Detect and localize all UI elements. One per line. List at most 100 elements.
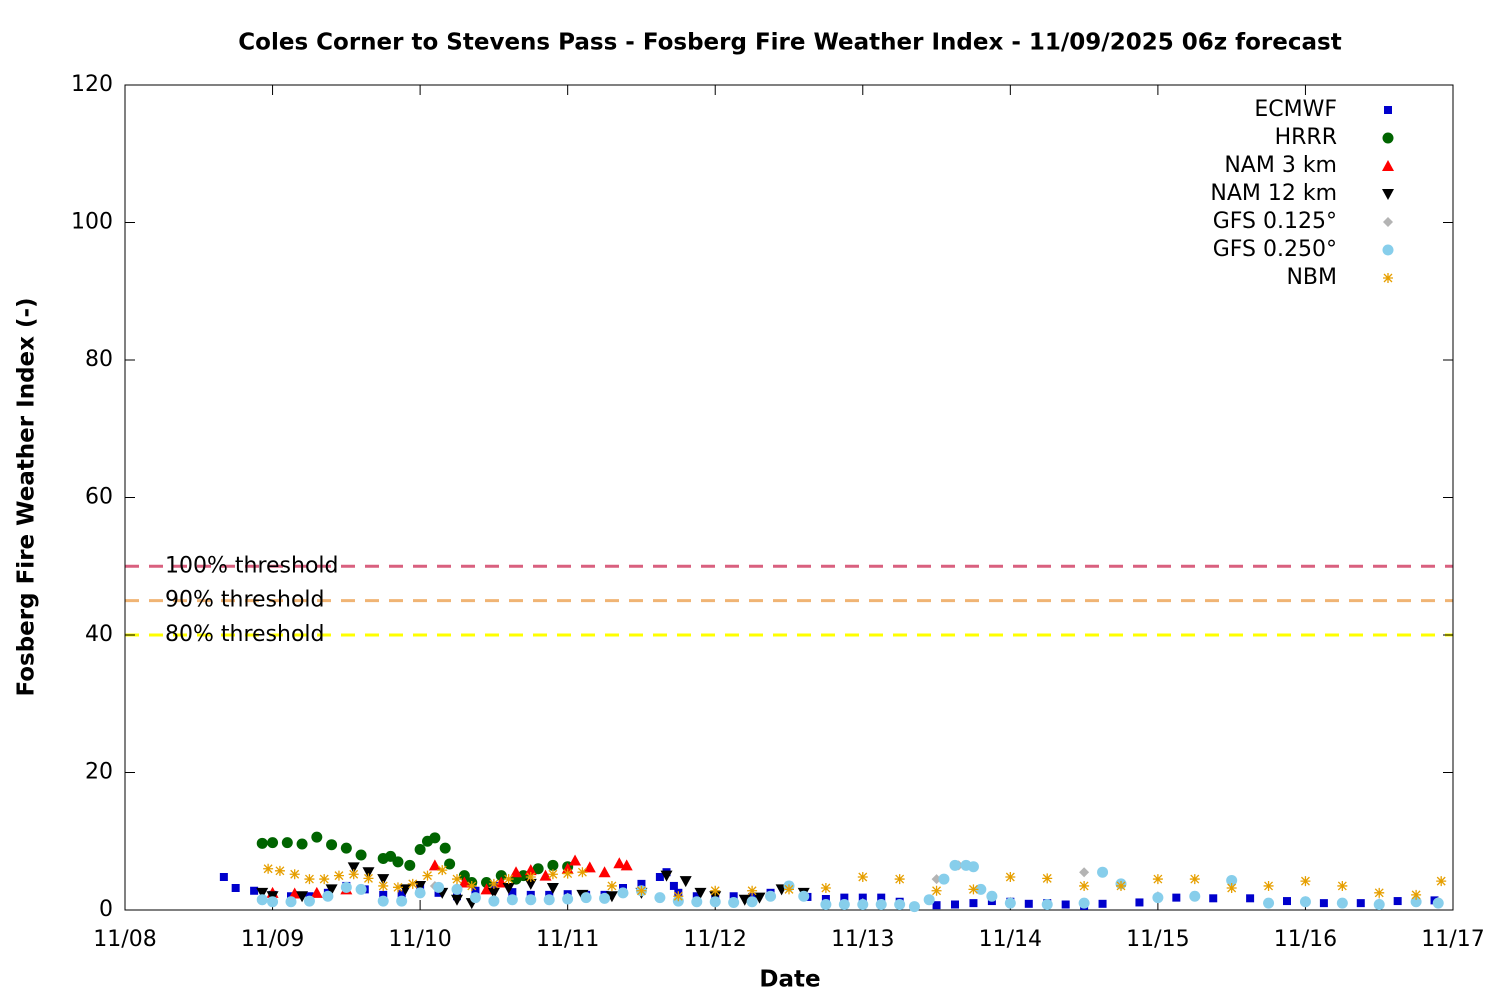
point	[281, 837, 293, 849]
x-tick-label: 11/11	[536, 927, 599, 952]
point	[525, 872, 536, 882]
point	[231, 884, 240, 892]
point	[765, 890, 777, 902]
legend-marker	[1383, 273, 1393, 283]
point	[326, 839, 338, 851]
point	[392, 856, 404, 868]
point	[637, 879, 646, 888]
point	[525, 894, 537, 906]
point	[304, 874, 315, 885]
point	[274, 865, 285, 876]
point	[562, 868, 573, 879]
point	[1135, 898, 1144, 907]
point	[1226, 883, 1237, 893]
point	[469, 892, 481, 904]
point	[583, 861, 596, 873]
point	[333, 870, 344, 881]
legend-label: GFS 0.125°	[1213, 209, 1337, 234]
legend-marker	[1383, 217, 1393, 227]
point	[429, 832, 441, 844]
point	[396, 895, 408, 907]
point	[1436, 876, 1447, 887]
point	[877, 893, 886, 902]
point	[481, 877, 493, 888]
point	[951, 900, 959, 909]
point	[303, 895, 315, 907]
point	[1393, 897, 1402, 906]
point	[296, 838, 308, 850]
point	[694, 887, 707, 899]
point	[858, 893, 867, 902]
point	[1246, 894, 1255, 903]
legend-marker	[1382, 160, 1394, 171]
point	[679, 876, 692, 888]
point	[285, 896, 297, 908]
point	[1152, 892, 1164, 904]
point	[746, 896, 758, 908]
point	[798, 890, 810, 902]
point	[1300, 876, 1311, 887]
point	[1263, 880, 1274, 891]
point	[1374, 887, 1385, 898]
point	[1209, 894, 1218, 903]
point	[325, 884, 338, 896]
point	[577, 867, 588, 878]
point	[488, 895, 500, 907]
point	[219, 873, 228, 881]
point	[1079, 880, 1090, 891]
y-tick-label: 40	[85, 622, 113, 647]
legend-label: NAM 3 km	[1224, 153, 1337, 178]
point	[524, 864, 537, 876]
point	[1079, 867, 1090, 878]
point	[471, 886, 480, 895]
point	[340, 842, 352, 854]
point	[347, 862, 360, 874]
point	[495, 870, 507, 882]
point	[340, 881, 352, 893]
point	[256, 894, 268, 906]
y-tick-label: 0	[99, 897, 113, 922]
point	[1337, 880, 1348, 891]
point	[310, 886, 323, 898]
point	[503, 874, 514, 885]
point	[655, 873, 664, 881]
point	[256, 837, 268, 849]
point	[267, 837, 279, 849]
point	[569, 854, 582, 866]
point	[820, 899, 832, 910]
point	[1336, 897, 1348, 909]
point	[931, 885, 942, 896]
point	[363, 873, 374, 884]
x-tick-label: 11/12	[684, 927, 747, 952]
point	[673, 891, 684, 902]
y-tick-label: 20	[85, 760, 113, 785]
point	[1283, 897, 1291, 906]
point	[709, 896, 721, 908]
point	[437, 865, 448, 876]
point	[377, 895, 389, 907]
threshold-label: 100% threshold	[165, 553, 339, 578]
point	[543, 894, 555, 906]
point	[322, 890, 334, 902]
point	[532, 863, 544, 875]
y-tick-label: 80	[85, 347, 113, 372]
legend-label: NAM 12 km	[1210, 181, 1337, 206]
point	[1116, 880, 1126, 891]
point	[377, 874, 390, 886]
point	[968, 884, 979, 895]
point	[451, 894, 463, 906]
point	[458, 876, 471, 888]
legend-marker	[1384, 106, 1392, 114]
point	[894, 899, 906, 910]
point	[580, 892, 592, 904]
x-tick-label: 11/14	[979, 927, 1042, 952]
point	[654, 892, 666, 904]
point	[404, 859, 416, 871]
point	[1263, 897, 1275, 909]
point	[348, 869, 359, 880]
point	[422, 870, 433, 881]
point	[1226, 874, 1238, 886]
point	[414, 844, 426, 855]
point	[288, 887, 301, 899]
point	[524, 878, 537, 890]
